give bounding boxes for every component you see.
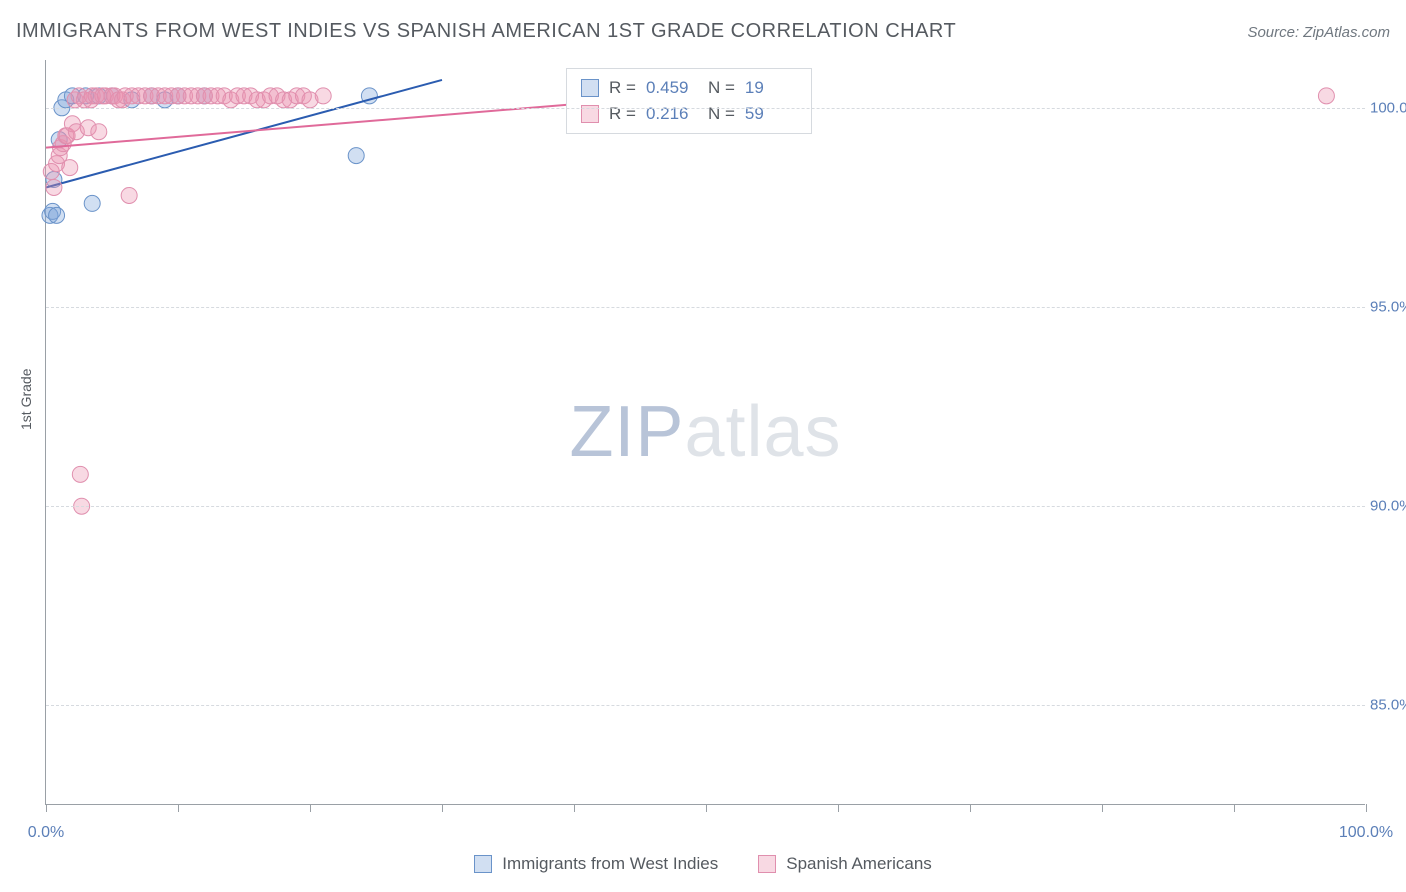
- y-tick-label: 95.0%: [1370, 299, 1406, 316]
- y-tick-label: 90.0%: [1370, 498, 1406, 515]
- stats-row-a: R = 0.459 N = 19: [581, 75, 797, 101]
- x-tick: [970, 804, 971, 812]
- gridline-h: [46, 307, 1365, 308]
- legend-item-a: Immigrants from West Indies: [474, 854, 718, 874]
- x-tick-label: 0.0%: [28, 824, 64, 842]
- chart-svg: [46, 60, 1365, 804]
- r-label: R =: [609, 78, 636, 98]
- y-tick-label: 85.0%: [1370, 697, 1406, 714]
- swatch-a-icon: [474, 855, 492, 873]
- swatch-b-icon: [758, 855, 776, 873]
- gridline-h: [46, 705, 1365, 706]
- y-tick-label: 100.0%: [1370, 99, 1406, 116]
- x-tick: [178, 804, 179, 812]
- plot-area: ZIPatlas R = 0.459 N = 19 R = 0.216 N = …: [45, 60, 1365, 805]
- x-tick: [706, 804, 707, 812]
- stats-legend: R = 0.459 N = 19 R = 0.216 N = 59: [566, 68, 812, 134]
- chart-title: IMMIGRANTS FROM WEST INDIES VS SPANISH A…: [16, 20, 956, 43]
- r-value-a: 0.459: [646, 78, 698, 98]
- bottom-legend: Immigrants from West Indies Spanish Amer…: [0, 854, 1406, 874]
- gridline-h: [46, 506, 1365, 507]
- x-tick: [838, 804, 839, 812]
- legend-label-a: Immigrants from West Indies: [502, 854, 718, 874]
- n-label: N =: [708, 78, 735, 98]
- x-tick: [310, 804, 311, 812]
- x-tick: [1234, 804, 1235, 812]
- source-attribution: Source: ZipAtlas.com: [1247, 24, 1390, 41]
- gridline-h: [46, 108, 1365, 109]
- legend-item-b: Spanish Americans: [758, 854, 932, 874]
- x-tick: [1366, 804, 1367, 812]
- y-axis-title: 1st Grade: [18, 369, 34, 430]
- swatch-a-icon: [581, 79, 599, 97]
- x-tick-label: 100.0%: [1339, 824, 1393, 842]
- legend-label-b: Spanish Americans: [786, 854, 932, 874]
- stats-row-b: R = 0.216 N = 59: [581, 101, 797, 127]
- x-tick: [442, 804, 443, 812]
- n-value-a: 19: [745, 78, 797, 98]
- x-tick: [46, 804, 47, 812]
- x-tick: [1102, 804, 1103, 812]
- x-tick: [574, 804, 575, 812]
